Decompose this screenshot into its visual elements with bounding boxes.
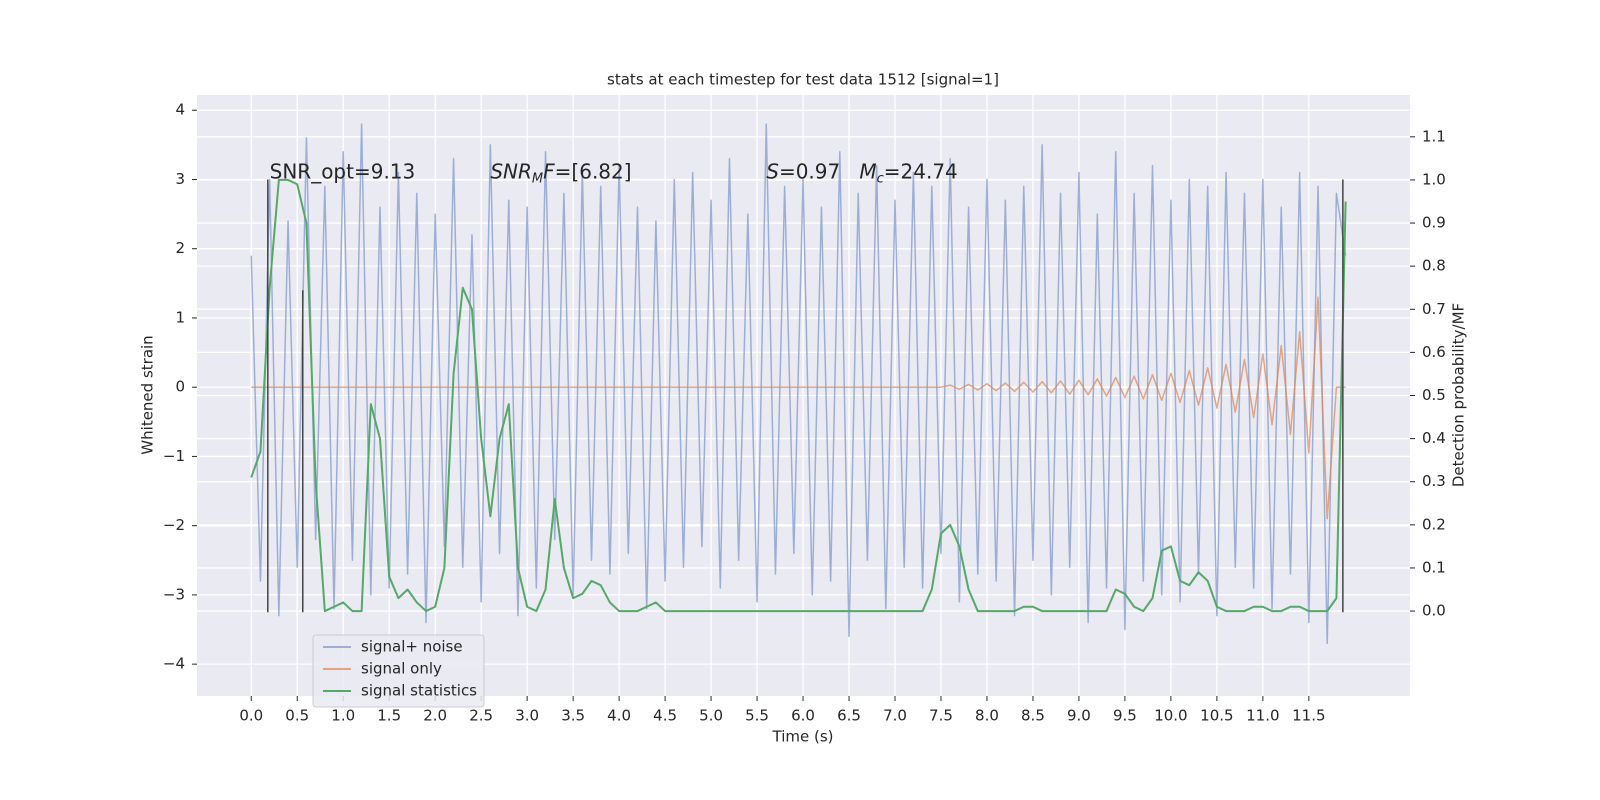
annotation: S=0.97 Mc=24.74 — [766, 159, 958, 186]
series-line — [250, 178, 1347, 613]
x-tick-label: 0.0 — [239, 707, 263, 725]
x-tick-label: 2.0 — [423, 707, 447, 725]
y2-tick-label: 0.1 — [1422, 558, 1446, 576]
x-tick-label: 0.5 — [285, 707, 309, 725]
x-tick-label: 8.0 — [975, 707, 999, 725]
x-tick-label: 7.0 — [883, 707, 907, 725]
legend-label: signal+ noise — [361, 638, 463, 656]
y-tick-label: −2 — [163, 516, 185, 534]
annotation-part: SNR_opt=9.13 — [270, 159, 416, 183]
annotation-part: F — [543, 159, 555, 183]
annotation-part: =24.74 — [884, 159, 958, 183]
y-tick-label: −4 — [163, 655, 185, 673]
y2-tick-label: 1.1 — [1422, 127, 1446, 145]
x-tick-label: 8.5 — [1021, 707, 1045, 725]
y2-axis-label: Detection probability/MF — [1450, 303, 1468, 487]
x-tick-label: 4.0 — [607, 707, 631, 725]
y-tick-label: 1 — [175, 308, 185, 326]
y-axis-label: Whitened strain — [139, 335, 157, 454]
x-axis-label: Time (s) — [772, 728, 834, 746]
y2-tick-label: 0.8 — [1422, 257, 1446, 275]
x-tick-label: 1.5 — [377, 707, 401, 725]
x-tick-label: 1.0 — [331, 707, 355, 725]
x-tick-label: 11.5 — [1292, 707, 1325, 725]
annotation-part: =0.97 — [779, 159, 859, 183]
legend-label: signal statistics — [361, 682, 477, 700]
y-tick-label: 2 — [175, 239, 185, 257]
x-tick-label: 2.5 — [469, 707, 493, 725]
y2-tick-label: 0.0 — [1422, 602, 1446, 620]
x-tick-label: 10.0 — [1154, 707, 1187, 725]
y-tick-label: 0 — [175, 378, 185, 396]
annotation-part: S — [766, 159, 779, 183]
x-tick-label: 11.0 — [1246, 707, 1279, 725]
x-tick-label: 4.5 — [653, 707, 677, 725]
chart-title: stats at each timestep for test data 151… — [607, 71, 999, 89]
y2-tick-label: 0.5 — [1422, 386, 1446, 404]
y2-tick-label: 0.7 — [1422, 300, 1446, 318]
annotation-part: =[6.82] — [555, 159, 632, 183]
x-tick-label: 6.5 — [837, 707, 861, 725]
annotation: SNRMF=[6.82] — [490, 159, 631, 186]
x-tick-label: 6.0 — [791, 707, 815, 725]
x-tick-label: 5.0 — [699, 707, 723, 725]
y2-tick-label: 0.9 — [1422, 214, 1446, 232]
legend-box — [312, 634, 485, 708]
x-tick-label: 10.5 — [1200, 707, 1233, 725]
y2-tick-label: 0.3 — [1422, 472, 1446, 490]
legend: signal+ noise signal only signal statistic… — [312, 634, 485, 708]
x-tick-label: 9.5 — [1113, 707, 1137, 725]
series-line — [250, 123, 1347, 645]
annotation-part: c — [877, 171, 884, 186]
x-tick-label: 5.5 — [745, 707, 769, 725]
y2-tick-label: 0.4 — [1422, 429, 1446, 447]
y-tick-label: 3 — [175, 170, 185, 188]
x-tick-label: 7.5 — [929, 707, 953, 725]
y2-tick-label: 0.6 — [1422, 343, 1446, 361]
x-tick-label: 3.5 — [561, 707, 585, 725]
x-tick-label: 3.0 — [515, 707, 539, 725]
y-tick-label: −3 — [163, 585, 185, 603]
y2-tick-label: 0.2 — [1422, 515, 1446, 533]
x-tick-label: 9.0 — [1067, 707, 1091, 725]
series-line — [251, 296, 1346, 520]
legend-label: signal only — [361, 660, 442, 678]
annotation: SNR_opt=9.13 — [270, 159, 416, 183]
annotation-part: M — [859, 159, 876, 183]
y-tick-label: −1 — [163, 447, 185, 465]
y2-tick-label: 1.0 — [1422, 170, 1446, 188]
annotation-part: SNR — [490, 159, 532, 183]
annotation-part: M — [532, 171, 543, 186]
y-tick-label: 4 — [175, 101, 185, 119]
